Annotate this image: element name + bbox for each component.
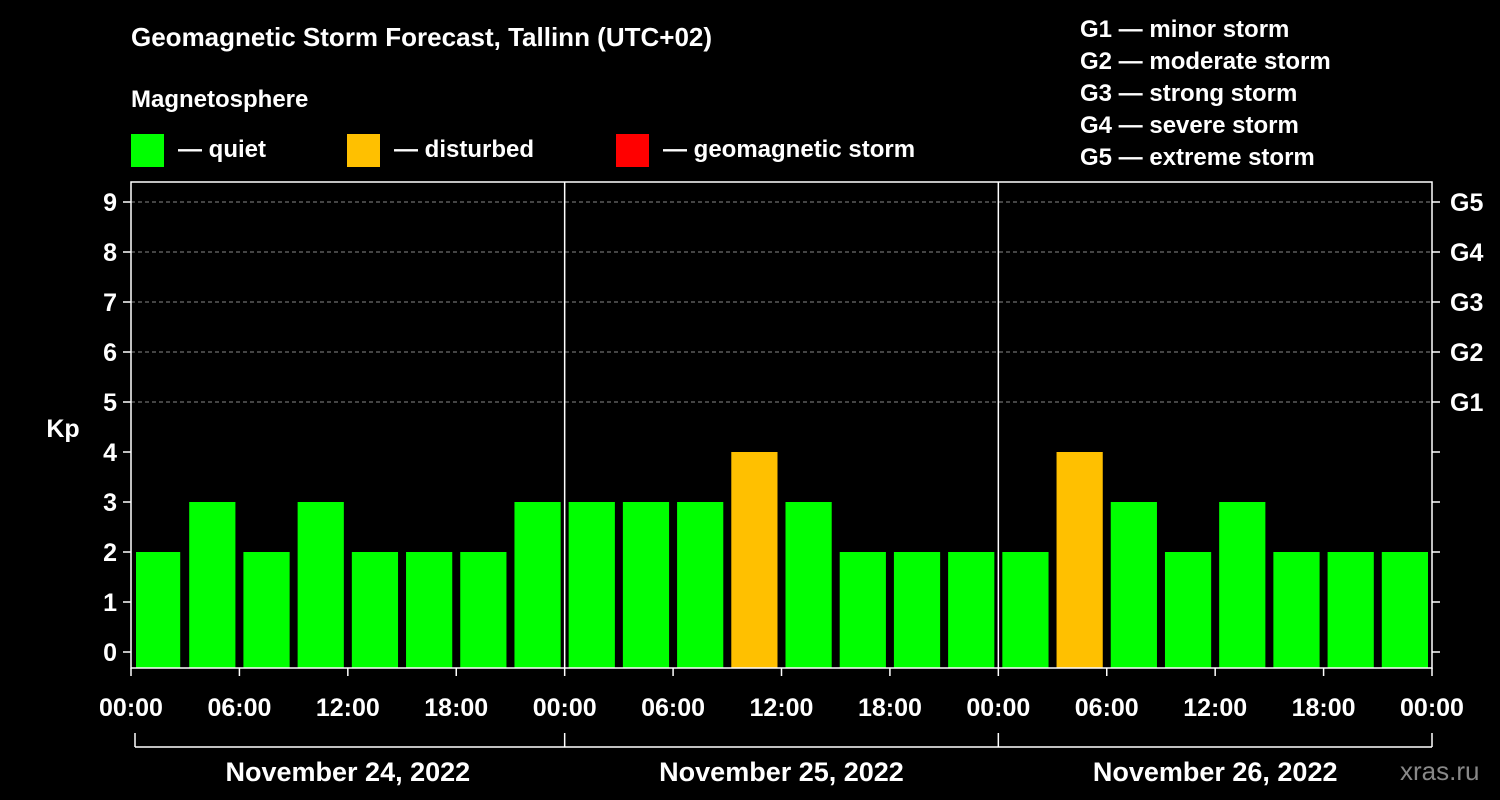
kp-bar: [189, 502, 236, 668]
x-tick-label: 00:00: [99, 694, 163, 722]
x-tick-label: 00:00: [533, 694, 597, 722]
y-tick-label: 4: [103, 439, 117, 467]
x-tick-label: 18:00: [424, 694, 488, 722]
quiet-swatch: [131, 133, 164, 167]
day-label: November 24, 2022: [226, 757, 471, 787]
x-tick-label: 12:00: [316, 694, 380, 722]
x-tick-label: 06:00: [641, 694, 705, 722]
kp-bar: [893, 552, 941, 668]
kp-bar: [839, 552, 886, 668]
kp-bar: [1002, 552, 1049, 668]
kp-bar: [731, 452, 778, 668]
day-label: November 25, 2022: [659, 757, 904, 787]
storm-level-g4: G4 — severe storm: [1080, 112, 1299, 139]
g-level-label: G5: [1450, 189, 1483, 217]
kp-bar: [622, 502, 670, 668]
g-level-label: G4: [1450, 239, 1483, 267]
y-tick-label: 8: [103, 239, 117, 267]
y-tick-label: 9: [103, 189, 117, 217]
chart-title: Geomagnetic Storm Forecast, Tallinn (UTC…: [131, 22, 713, 52]
x-tick-label: 06:00: [207, 694, 271, 722]
kp-bar: [1327, 552, 1374, 668]
kp-bar: [514, 502, 561, 668]
kp-bar: [406, 552, 453, 668]
x-tick-label: 00:00: [966, 694, 1030, 722]
kp-bar: [351, 552, 399, 668]
watermark: xras.ru: [1400, 756, 1480, 786]
kp-bar: [1219, 502, 1266, 668]
legend-item-storm: — geomagnetic storm: [616, 133, 915, 167]
legend-label-quiet: — quiet: [178, 136, 266, 163]
x-tick-label: 12:00: [1183, 694, 1247, 722]
x-tick-label: 18:00: [858, 694, 922, 722]
kp-bar: [1381, 552, 1428, 668]
x-tick-label: 12:00: [750, 694, 814, 722]
kp-bar: [1056, 452, 1103, 668]
kp-bar: [1273, 552, 1320, 668]
g-level-label: G2: [1450, 339, 1483, 367]
storm-level-g3: G3 — strong storm: [1080, 80, 1298, 107]
x-tick-label: 18:00: [1292, 694, 1356, 722]
storm-level-g1: G1 — minor storm: [1080, 16, 1290, 43]
y-tick-label: 1: [103, 589, 117, 617]
g-level-label: G3: [1450, 289, 1483, 317]
kp-bar: [136, 552, 181, 668]
kp-bar: [568, 502, 615, 668]
y-axis-label: Kp: [46, 415, 79, 443]
y-tick-label: 5: [103, 389, 117, 417]
y-tick-label: 7: [103, 289, 117, 317]
day-label: November 26, 2022: [1093, 757, 1338, 787]
x-tick-label: 06:00: [1075, 694, 1139, 722]
y-tick-label: 6: [103, 339, 117, 367]
y-tick-label: 0: [103, 639, 117, 667]
kp-bar: [785, 502, 832, 668]
y-tick-label: 3: [103, 489, 117, 517]
legend-item-quiet: — quiet: [131, 133, 266, 167]
kp-bar: [948, 552, 995, 668]
storm-level-g5: G5 — extreme storm: [1080, 144, 1315, 171]
storm-level-g2: G2 — moderate storm: [1080, 48, 1331, 75]
magnetosphere-heading: Magnetosphere: [131, 86, 309, 113]
kp-bar: [1164, 552, 1212, 668]
storm-level-legend: G1 — minor storm G2 — moderate storm G3 …: [1080, 14, 1331, 174]
legend-label-disturbed: — disturbed: [394, 136, 535, 163]
x-tick-label: 00:00: [1400, 694, 1464, 722]
kp-bar: [243, 552, 290, 668]
kp-bar: [460, 552, 507, 668]
kp-bar: [297, 502, 344, 668]
y-tick-label: 2: [103, 539, 117, 567]
disturbed-swatch: [347, 133, 380, 167]
legend-label-storm: — geomagnetic storm: [663, 136, 916, 163]
kp-bar: [677, 502, 724, 668]
kp-bar: [1110, 502, 1157, 668]
storm-swatch: [616, 133, 649, 167]
legend-item-disturbed: — disturbed: [347, 133, 534, 167]
g-level-label: G1: [1450, 389, 1483, 417]
